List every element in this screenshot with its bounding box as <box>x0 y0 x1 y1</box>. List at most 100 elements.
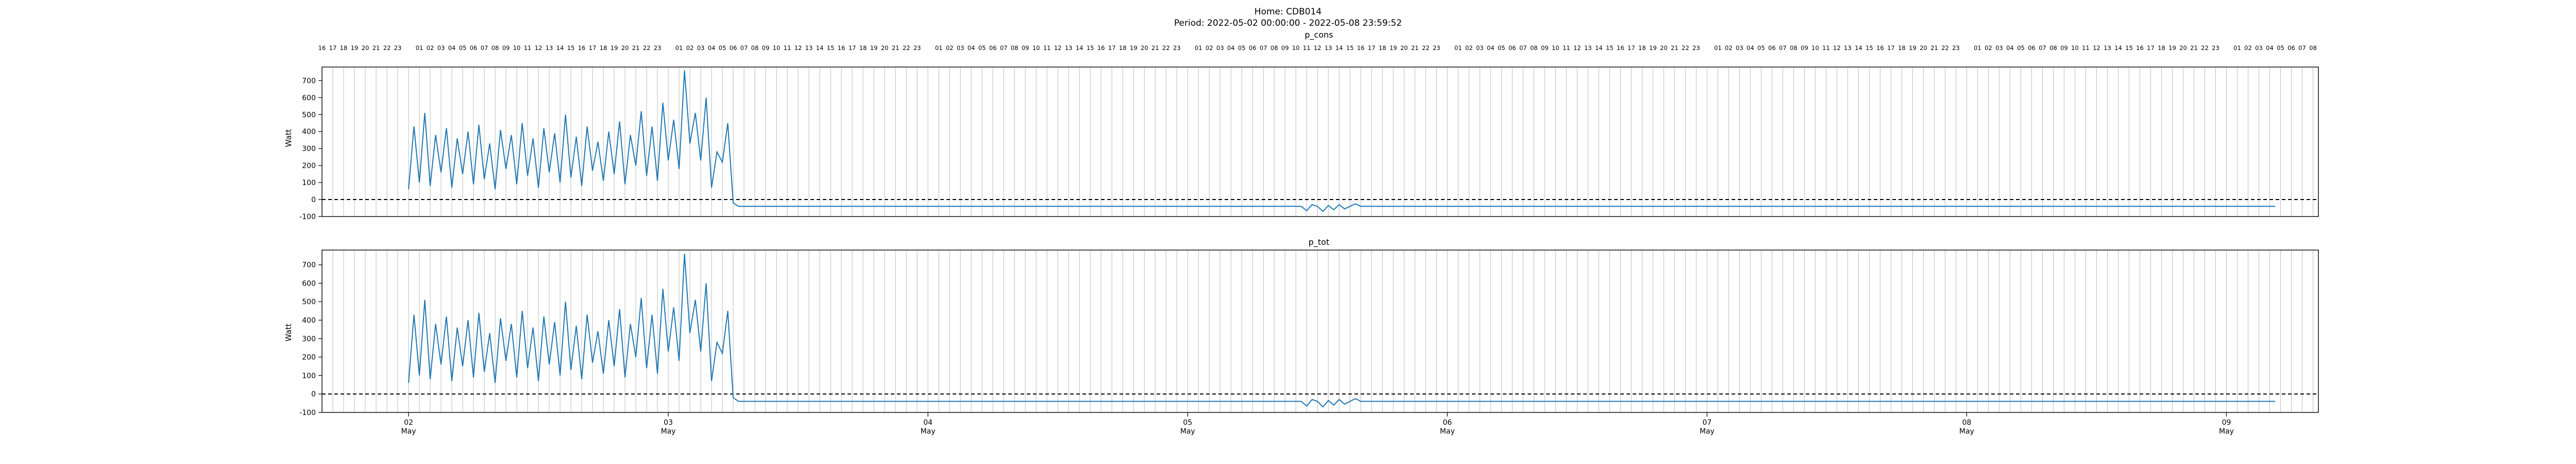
hour-tick-label: 13 <box>1325 44 1332 52</box>
hour-tick-label: 17 <box>1887 44 1895 52</box>
x-tick-day: 08 <box>1962 419 1971 427</box>
plot-frame <box>321 250 2319 413</box>
hour-tick-label: 06 <box>989 44 997 52</box>
hour-tick-label: 10 <box>513 44 521 52</box>
hour-tick-label: 08 <box>1790 44 1798 52</box>
hour-tick-label: 19 <box>351 44 359 52</box>
hour-tick-label: 10 <box>1811 44 1819 52</box>
x-tick-month: May <box>1180 427 1195 436</box>
hour-tick-label: 20 <box>1660 44 1668 52</box>
hour-tick-label: 05 <box>1498 44 1505 52</box>
hour-tick-label: 21 <box>892 44 900 52</box>
hour-tick-label: 20 <box>2179 44 2187 52</box>
hour-tick-label: 02 <box>1206 44 1213 52</box>
hour-tick-label: 23 <box>394 44 402 52</box>
hour-tick-label: 14 <box>1595 44 1603 52</box>
y-tick-label: 700 <box>302 261 316 270</box>
hour-tick-label: 18 <box>340 44 348 52</box>
hour-tick-label: 08 <box>2309 44 2317 52</box>
x-tick-month: May <box>921 427 936 436</box>
hour-tick-label: 07 <box>2039 44 2046 52</box>
hour-tick-label: 12 <box>794 44 802 52</box>
plot-frame <box>321 67 2319 217</box>
hour-tick-label: 16 <box>1097 44 1105 52</box>
hour-tick-label: 08 <box>2049 44 2057 52</box>
hour-tick-label: 18 <box>1119 44 1127 52</box>
hour-tick-label: 22 <box>2201 44 2209 52</box>
figure-subtitle: Period: 2022-05-02 00:00:00 - 2022-05-08… <box>1174 18 1402 28</box>
hour-tick-label: 01 <box>1195 44 1202 52</box>
x-tick-day: 06 <box>1443 419 1452 427</box>
hour-tick-label: 08 <box>1530 44 1538 52</box>
x-tick-day: 09 <box>2222 419 2231 427</box>
hour-tick-label: 03 <box>697 44 705 52</box>
y-tick-label: 400 <box>302 128 316 136</box>
hour-tick-label: 20 <box>1400 44 1408 52</box>
series-line <box>408 70 2275 212</box>
x-tick-day: 04 <box>923 419 933 427</box>
hour-tick-label: 05 <box>2017 44 2025 52</box>
panel-p-tot: p_tot -100 0 100 200 300 400 500 600 700 Watt 02… <box>284 237 2319 436</box>
hour-tick-label: 19 <box>1649 44 1657 52</box>
hour-tick-label: 09 <box>502 44 510 52</box>
x-tick-month: May <box>2219 427 2234 436</box>
hour-tick-label: 14 <box>556 44 564 52</box>
hour-tick-label: 18 <box>859 44 867 52</box>
hour-tick-label: 13 <box>1844 44 1852 52</box>
hour-tick-label: 03 <box>1995 44 2003 52</box>
hour-tick-label: 21 <box>1411 44 1419 52</box>
hour-tick-label: 15 <box>1606 44 1614 52</box>
y-axis: -100 0 100 200 300 400 500 600 700 <box>299 261 322 417</box>
hour-tick-label: 13 <box>1065 44 1073 52</box>
hour-tick-label: 22 <box>1682 44 1689 52</box>
hour-tick-label: 15 <box>1346 44 1354 52</box>
hour-tick-label: 06 <box>1768 44 1776 52</box>
hour-tick-label: 03 <box>1476 44 1484 52</box>
hour-tick-label: 18 <box>2158 44 2165 52</box>
hour-tick-label: 12 <box>535 44 543 52</box>
x-tick-day: 05 <box>1183 419 1192 427</box>
hour-tick-label: 01 <box>1974 44 1981 52</box>
hour-tick-label: 06 <box>730 44 737 52</box>
y-tick-label: 300 <box>302 145 316 153</box>
hour-tick-label: 11 <box>784 44 791 52</box>
hour-tick-label: 08 <box>751 44 759 52</box>
hour-tick-label: 15 <box>1087 44 1094 52</box>
hour-tick-label: 02 <box>946 44 954 52</box>
hour-tick-label: 02 <box>1725 44 1733 52</box>
hour-tick-label: 23 <box>1433 44 1440 52</box>
hour-tick-label: 04 <box>2266 44 2274 52</box>
hour-tick-label: 11 <box>2082 44 2090 52</box>
hour-tick-label: 01 <box>416 44 423 52</box>
hour-tick-label: 12 <box>1054 44 1062 52</box>
hour-tick-label: 16 <box>1617 44 1624 52</box>
hour-tick-label: 09 <box>1801 44 1808 52</box>
hour-tick-label: 23 <box>1952 44 1960 52</box>
hour-tick-label: 15 <box>567 44 575 52</box>
x-tick-day: 07 <box>1702 419 1711 427</box>
figure-title: Home: CDB014 <box>1255 7 1321 17</box>
hour-tick-label: 21 <box>1671 44 1679 52</box>
series-line <box>408 254 2275 408</box>
hour-tick-label: 01 <box>1454 44 1462 52</box>
hour-tick-label: 16 <box>1876 44 1884 52</box>
hour-tick-label: 06 <box>470 44 478 52</box>
panel-p-cons: p_cons 16 17 18 19 20 21 22 23 01 02 03 04 05 06 07 08 0… <box>284 30 2319 221</box>
hour-tick-label: 17 <box>1368 44 1376 52</box>
hour-tick-label: 07 <box>1000 44 1008 52</box>
hour-tick-label: 04 <box>1747 44 1754 52</box>
hour-tick-label: 12 <box>1314 44 1321 52</box>
hour-tick-label: 14 <box>1335 44 1343 52</box>
hour-tick-label: 19 <box>1389 44 1397 52</box>
hour-tick-label: 22 <box>1422 44 1430 52</box>
hour-tick-label: 20 <box>1141 44 1148 52</box>
hour-tick-label: 07 <box>2298 44 2306 52</box>
hour-tick-label: 15 <box>2125 44 2133 52</box>
hour-tick-label: 15 <box>827 44 835 52</box>
hour-tick-label: 14 <box>816 44 824 52</box>
hour-tick-label: 02 <box>1465 44 1473 52</box>
hour-tick-label: 05 <box>719 44 726 52</box>
hour-tick-label: 14 <box>1076 44 1083 52</box>
hour-tick-label: 10 <box>2071 44 2079 52</box>
